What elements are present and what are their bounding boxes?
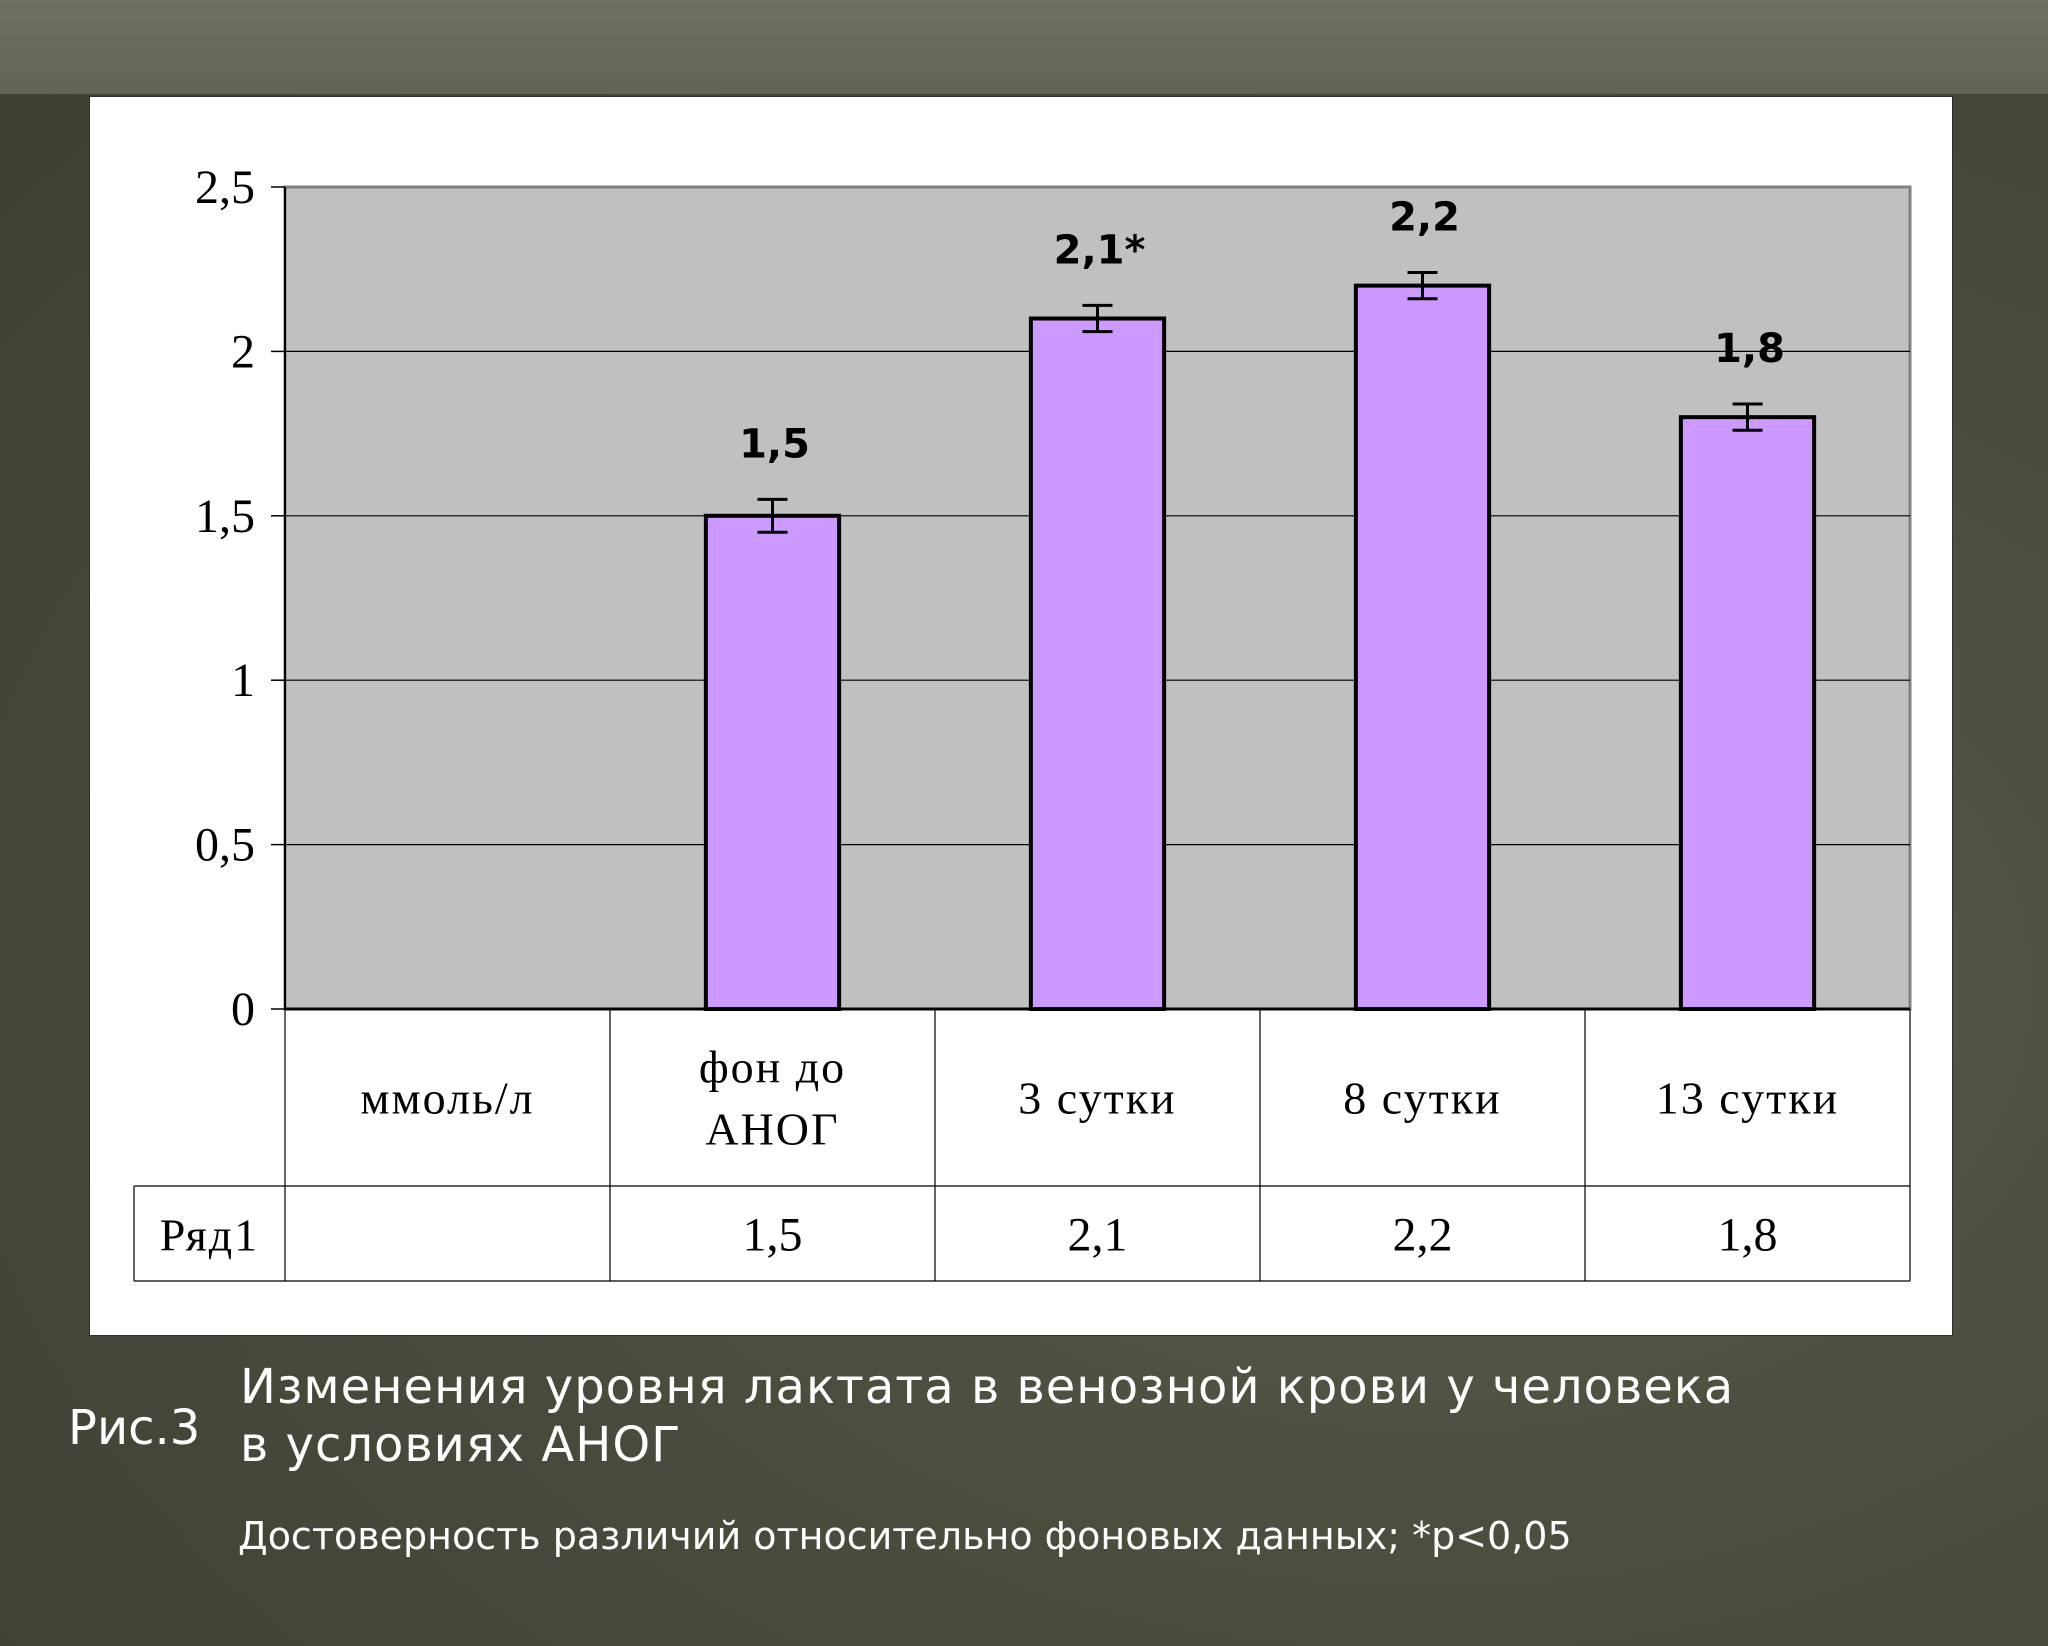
chart-panel: 0 0,5 1 1,5 2 2,5 1,5 2,1* 2,2 1,8 ммоль/л фон до… xyxy=(89,96,1953,1336)
y-tick-label: 1 xyxy=(231,654,255,707)
figure-number: Рис.3 xyxy=(68,1400,201,1456)
table-value: 2,2 xyxy=(1393,1209,1453,1262)
table-category-label: 13 сутки xyxy=(1656,1073,1839,1124)
table-category-label: 3 сутки xyxy=(1018,1073,1176,1124)
table-series-name: Ряд1 xyxy=(160,1210,259,1261)
y-tick-label: 0 xyxy=(231,983,255,1036)
figure-title-line1: Изменения уровня лактата в венозной кров… xyxy=(240,1359,1735,1415)
top-band xyxy=(0,0,2048,94)
y-tick-label: 2 xyxy=(231,325,255,378)
data-label: 1,5 xyxy=(739,421,810,467)
table-category-label: АНОГ xyxy=(705,1104,839,1155)
bar-chart: 0 0,5 1 1,5 2 2,5 1,5 2,1* 2,2 1,8 ммоль/л фон до… xyxy=(133,161,1912,1282)
figure-title-line2: в условиях АНОГ xyxy=(240,1417,682,1473)
table-value: 1,5 xyxy=(743,1209,803,1262)
table-category-label: фон до xyxy=(699,1042,846,1093)
table-value: 1,8 xyxy=(1718,1209,1778,1262)
data-label: 2,1* xyxy=(1054,227,1146,273)
bar xyxy=(1028,316,1167,1011)
y-tick-label: 0,5 xyxy=(195,819,255,872)
table-category-label: ммоль/л xyxy=(360,1073,534,1124)
figure-note: Достоверность различий относительно фоно… xyxy=(238,1514,1572,1558)
table-value: 2,1 xyxy=(1068,1209,1128,1262)
bar xyxy=(1678,415,1817,1012)
y-tick-label: 1,5 xyxy=(195,490,255,543)
figure-title: Изменения уровня лактата в венозной кров… xyxy=(240,1358,1940,1474)
y-tick-label: 2,5 xyxy=(195,161,255,214)
table-category-label: 8 сутки xyxy=(1343,1073,1501,1124)
data-label: 1,8 xyxy=(1714,326,1785,372)
bar xyxy=(1353,283,1492,1011)
bar xyxy=(703,513,842,1011)
data-label: 2,2 xyxy=(1389,194,1460,240)
